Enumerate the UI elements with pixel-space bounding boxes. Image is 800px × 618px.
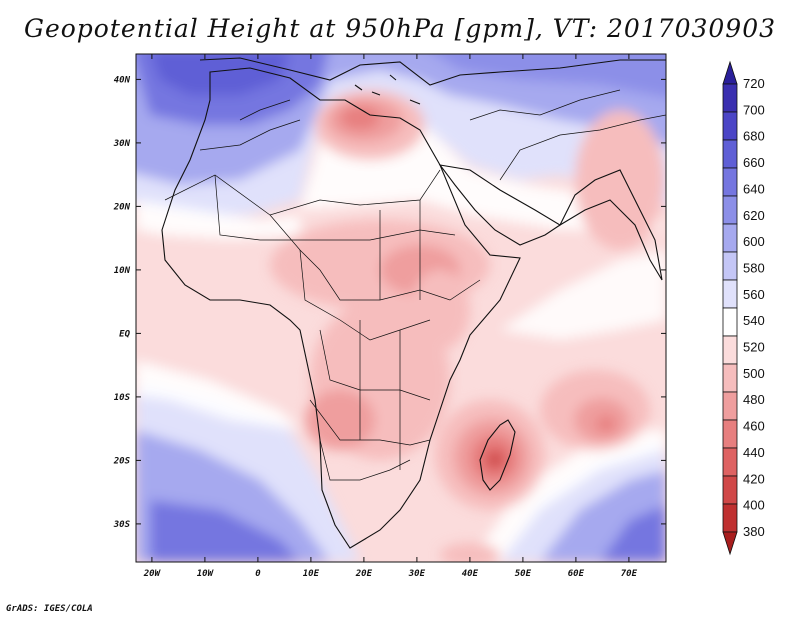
colorbar-segment (722, 391, 738, 421)
field-south-low (440, 543, 500, 562)
field-southeast-white (470, 430, 666, 562)
arabia-coastline (438, 164, 562, 246)
field-west-white-south (136, 360, 300, 430)
colorbar-segment (722, 363, 738, 393)
colorbar-label: 600 (743, 234, 765, 249)
colorbar-label: 380 (743, 524, 765, 539)
field-east-white (500, 250, 666, 340)
colorbar-segment (722, 195, 738, 225)
field-northeast-high-dark (434, 54, 666, 98)
lat-tick-label: 20S (113, 456, 131, 466)
mediterranean-islands (354, 74, 421, 105)
field-kenya-low (410, 270, 470, 350)
colorbar-segment (722, 167, 738, 197)
lon-tick-label: 50E (515, 569, 532, 579)
colorbar-segment (722, 419, 738, 449)
colorbar-label: 620 (743, 208, 765, 223)
colorbar-label: 580 (743, 260, 765, 275)
colorbar-top-triangle (722, 60, 738, 85)
colorbar-label: 400 (743, 498, 765, 513)
colorbar-label: 440 (743, 445, 765, 460)
colorbar-label: 420 (743, 471, 765, 486)
field-arabia-low (575, 110, 665, 250)
lon-tick-label: 20W (143, 569, 162, 579)
map-title: Geopotential Height at 950hPa [gpm], VT:… (23, 14, 777, 43)
lat-tick-label: 20N (113, 202, 131, 212)
field-north-high-core (151, 54, 289, 95)
colorbar-segment (722, 475, 738, 505)
colorbar-segment (722, 335, 738, 365)
lon-tick-label: 0 (255, 569, 261, 579)
lat-tick-label: 10N (114, 266, 131, 276)
colorbar-segment (722, 111, 738, 141)
longitude-axis: 20W 10W 0 10E 20E 30E 40E 50E 60E 70E (143, 54, 638, 579)
colorbar-segment (722, 251, 738, 281)
credit-text: GrADS: IGES/COLA (6, 604, 93, 614)
field-angola-low (305, 390, 375, 450)
colorbar-label: 520 (743, 340, 765, 355)
colorbar-segment (722, 279, 738, 309)
field-west-white (136, 200, 300, 240)
lat-tick-label: 10S (114, 393, 131, 403)
colorbar-label: 480 (743, 392, 765, 407)
colorbar-label: 660 (743, 155, 765, 170)
europe-coastline (199, 57, 666, 86)
lon-tick-label: 40E (462, 569, 479, 579)
colorbar-segment (722, 223, 738, 253)
field-indian-ocean-low-3 (596, 416, 616, 432)
colorbar-label: 540 (743, 313, 765, 328)
colorbar-label: 640 (743, 181, 765, 196)
lon-tick-label: 60E (568, 569, 585, 579)
colorbar-segment (722, 447, 738, 477)
colorbar-segment (722, 139, 738, 169)
latitude-axis: 40N 30N 20N 10N EQ 10S 20S 30S (113, 75, 666, 530)
lat-tick-label: EQ (119, 329, 130, 339)
lon-tick-label: 10W (197, 569, 215, 579)
colorbar-label: 560 (743, 287, 765, 302)
colorbar-label: 700 (743, 102, 765, 117)
field-med-low-inner (340, 106, 380, 130)
colorbar-label: 680 (743, 129, 765, 144)
coastlines (161, 57, 666, 549)
colorbar-bottom-triangle (722, 531, 738, 556)
field-southwest-high-dark (150, 500, 300, 562)
colorbar-segment (722, 307, 738, 337)
lat-tick-label: 40N (114, 75, 131, 85)
lon-tick-label: 70E (621, 569, 638, 579)
lon-tick-label: 30E (408, 569, 426, 579)
lon-tick-label: 10E (303, 569, 320, 579)
lon-tick-label: 20E (355, 569, 373, 579)
colorbar-label: 460 (743, 419, 765, 434)
lat-tick-label: 30S (113, 520, 131, 530)
height-field (136, 54, 666, 562)
field-madagascar-low-core (490, 455, 500, 465)
field-southeast-high-dark (600, 505, 666, 562)
colorbar-segment (722, 503, 738, 533)
madagascar-coastline (479, 419, 516, 491)
colorbar-segment (722, 83, 738, 113)
africa-coastline (161, 67, 521, 549)
lat-tick-label: 30N (113, 139, 131, 149)
colorbar-label: 500 (743, 366, 765, 381)
asia-coastline (558, 169, 663, 281)
colorbar: 720 700 680 660 640 620 600 580 560 540 520 500 480 4… (722, 60, 765, 556)
map-frame (135, 53, 667, 563)
colorbar-label: 720 (743, 76, 765, 91)
country-borders (164, 89, 666, 481)
